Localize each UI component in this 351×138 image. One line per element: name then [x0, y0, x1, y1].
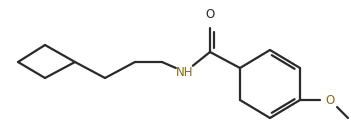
Text: O: O [325, 94, 335, 107]
Text: O: O [205, 7, 214, 21]
Text: NH: NH [176, 66, 194, 79]
